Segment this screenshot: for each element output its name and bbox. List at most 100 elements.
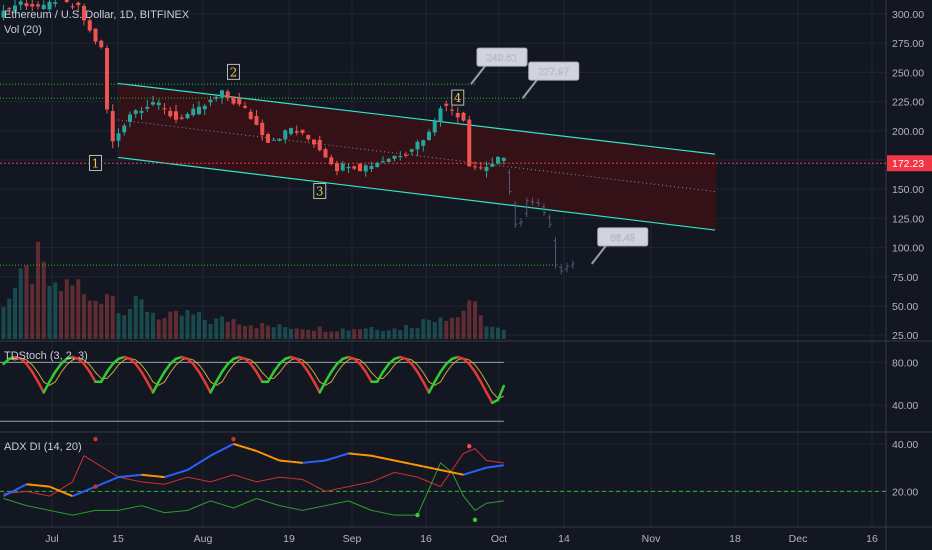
candle bbox=[289, 128, 293, 134]
stoch-k-segment bbox=[19, 357, 28, 366]
adx-segment bbox=[463, 472, 470, 476]
candle bbox=[427, 131, 431, 140]
x-tick-label: Sep bbox=[343, 533, 362, 545]
candle bbox=[225, 91, 230, 98]
candle bbox=[375, 162, 380, 168]
adx-segment bbox=[221, 445, 229, 451]
volume-bar bbox=[398, 330, 403, 339]
volume-bar bbox=[99, 303, 104, 339]
candle bbox=[24, 3, 29, 7]
adx-segment bbox=[135, 473, 142, 477]
price-pane[interactable]: 240.61 227.97 88.49 1 2 3 4 bbox=[0, 0, 886, 339]
volume-bar bbox=[358, 329, 362, 339]
stoch-k-segment bbox=[353, 357, 362, 366]
adx-segment bbox=[8, 489, 16, 495]
volume-bar bbox=[294, 328, 299, 339]
candle bbox=[139, 110, 144, 113]
volume-bar bbox=[133, 295, 138, 339]
candle bbox=[36, 4, 40, 7]
volume-bar bbox=[329, 331, 334, 339]
volume-bar bbox=[7, 298, 12, 339]
volume-bar bbox=[461, 310, 466, 339]
candle bbox=[306, 135, 311, 140]
candle bbox=[496, 156, 500, 164]
y-tick-label: 40.00 bbox=[892, 439, 918, 451]
signal-dot bbox=[93, 484, 98, 489]
wave-label: 3 bbox=[316, 185, 324, 199]
adx-segment bbox=[480, 466, 487, 471]
volume-bar bbox=[231, 318, 236, 339]
stoch-k-segment bbox=[100, 370, 109, 383]
stoch-k-segment bbox=[330, 362, 339, 374]
volume-bar bbox=[185, 309, 190, 339]
callout-label: 227.97 bbox=[538, 67, 569, 78]
volume-bar bbox=[18, 268, 23, 339]
stoch-k-segment bbox=[433, 370, 442, 383]
candle bbox=[82, 5, 86, 21]
wave-label-box bbox=[313, 183, 327, 200]
stoch-k-segment bbox=[243, 357, 252, 366]
volume-bar bbox=[375, 329, 380, 339]
y-tick-label: 300.00 bbox=[892, 9, 924, 21]
stoch-k-segment bbox=[473, 370, 482, 383]
wave-label-box bbox=[89, 154, 102, 171]
adx-segment bbox=[83, 488, 91, 493]
candle bbox=[283, 130, 288, 140]
channel-fill bbox=[118, 83, 717, 231]
adx-pane[interactable] bbox=[0, 436, 886, 523]
volume-bar bbox=[277, 324, 282, 339]
adx-segment bbox=[474, 468, 482, 473]
stoch-k-segment bbox=[2, 357, 11, 366]
candle bbox=[151, 102, 155, 105]
adx-segment bbox=[256, 450, 263, 455]
signal-dot bbox=[472, 517, 478, 523]
stoch-k-segment bbox=[496, 384, 505, 402]
candle bbox=[145, 106, 150, 109]
x-tick-label: 16 bbox=[866, 533, 878, 545]
volume-bar bbox=[53, 282, 58, 339]
candle bbox=[484, 166, 489, 172]
candle bbox=[317, 139, 322, 151]
y-tick-label: 100.00 bbox=[892, 243, 924, 255]
candle bbox=[294, 131, 299, 133]
adx-segment bbox=[49, 485, 56, 490]
y-tick-label: 75.00 bbox=[892, 272, 918, 284]
adx-segment bbox=[32, 483, 39, 487]
stoch-k-segment bbox=[416, 370, 425, 383]
adx-segment bbox=[296, 461, 303, 464]
volume-bar bbox=[455, 317, 460, 339]
stoch-k-segment bbox=[312, 380, 321, 394]
candle bbox=[116, 133, 121, 141]
candle bbox=[271, 139, 276, 141]
adx-segment bbox=[394, 459, 401, 463]
stoch-pane[interactable] bbox=[0, 355, 505, 422]
volume-bar bbox=[93, 300, 98, 339]
volume-bar bbox=[82, 294, 86, 339]
adx-segment bbox=[175, 470, 183, 475]
adx-segment bbox=[313, 460, 320, 463]
volume-bar bbox=[283, 327, 288, 339]
candle bbox=[87, 20, 92, 31]
callout-box bbox=[528, 61, 580, 81]
adx-segment bbox=[428, 466, 435, 470]
y-tick-label: 125.00 bbox=[892, 213, 924, 225]
stoch-k-segment bbox=[381, 362, 390, 374]
wave-label: 4 bbox=[454, 91, 462, 105]
stoch-k-segment bbox=[272, 362, 281, 374]
callout-label: 240.61 bbox=[487, 53, 518, 64]
adx-segment bbox=[14, 486, 22, 492]
adx-segment bbox=[147, 474, 154, 477]
adx-segment bbox=[348, 452, 355, 455]
axis-layer: 300.00275.00250.00225.00200.00175.00150.… bbox=[45, 9, 932, 545]
stoch-k-segment bbox=[128, 357, 137, 366]
x-tick-label: Dec bbox=[789, 533, 808, 545]
candle bbox=[168, 110, 173, 117]
candle bbox=[438, 108, 443, 122]
candle bbox=[53, 2, 58, 4]
candle bbox=[363, 165, 368, 172]
candle bbox=[329, 157, 334, 165]
y-tick-label: 250.00 bbox=[892, 67, 924, 79]
adx-segment bbox=[451, 471, 458, 475]
adx-segment bbox=[400, 460, 407, 464]
